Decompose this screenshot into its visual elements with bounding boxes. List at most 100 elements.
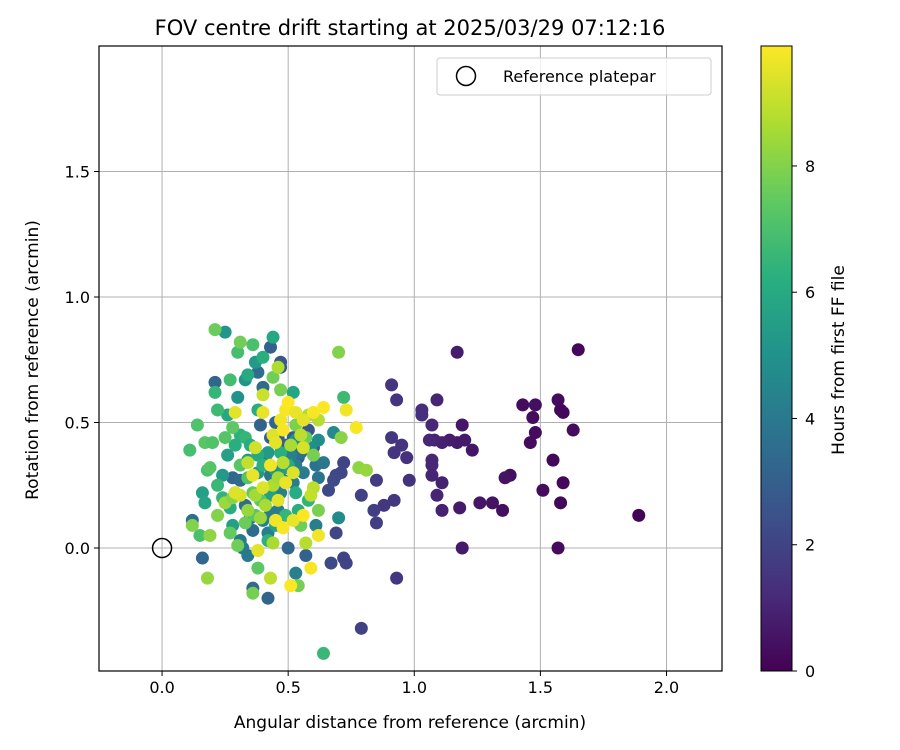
y-tick-label: 0.0 [65, 539, 90, 558]
data-point [276, 456, 290, 470]
data-point [231, 390, 245, 404]
plot-frame [98, 45, 723, 672]
data-point [296, 413, 310, 427]
data-point [566, 423, 580, 437]
data-point [311, 528, 325, 542]
data-point [400, 451, 414, 465]
data-point [425, 418, 439, 432]
reference-platepar-marker [151, 537, 173, 559]
data-point [264, 340, 278, 354]
data-point [327, 473, 341, 487]
data-point [269, 436, 283, 450]
legend-entry-label: Reference platepar [503, 67, 656, 86]
data-point [334, 431, 348, 445]
data-point [185, 518, 199, 532]
data-point [306, 448, 320, 462]
data-point [256, 388, 270, 402]
data-point [339, 556, 353, 570]
data-point [228, 438, 242, 452]
data-point [354, 621, 368, 635]
data-point [241, 368, 255, 382]
data-point [516, 398, 530, 412]
data-point [256, 350, 270, 364]
data-point [435, 503, 449, 517]
data-point [367, 503, 381, 517]
data-point [329, 526, 343, 540]
data-point [198, 496, 212, 510]
data-point [256, 481, 270, 495]
data-point [385, 431, 399, 445]
data-point [332, 511, 346, 525]
colorbar-tick-label: 2 [805, 536, 815, 555]
data-point [195, 551, 209, 565]
x-tick-label: 0.0 [149, 678, 174, 697]
colorbar: 0 2 4 6 8 Hours from first FF file [760, 45, 849, 681]
data-point [304, 488, 318, 502]
data-point [274, 413, 288, 427]
data-point [248, 441, 262, 455]
data-point [226, 421, 240, 435]
data-point [369, 473, 383, 487]
data-point [208, 375, 222, 389]
data-point [261, 591, 275, 605]
data-point [316, 646, 330, 660]
data-point [266, 370, 280, 384]
data-point [473, 496, 487, 510]
data-point [216, 468, 230, 482]
data-point [289, 566, 303, 580]
data-point [228, 486, 242, 500]
data-point [183, 443, 197, 457]
data-point [551, 393, 565, 407]
colorbar-tick-label: 4 [805, 409, 815, 428]
chart-title: FOV centre drift starting at 2025/03/29 … [155, 16, 666, 40]
data-point [485, 496, 499, 510]
data-point [241, 456, 255, 470]
colorbar-ticks: 0 2 4 6 8 [792, 157, 815, 681]
data-point [271, 360, 285, 374]
data-point [279, 476, 293, 490]
data-point [556, 476, 570, 490]
data-point [402, 473, 416, 487]
data-point [425, 458, 439, 472]
data-point [195, 486, 209, 500]
data-point [256, 405, 270, 419]
data-point [274, 383, 288, 397]
x-tick-label: 1.0 [402, 678, 427, 697]
colorbar-tick-label: 8 [805, 157, 815, 176]
data-point [231, 538, 245, 552]
data-point [223, 526, 237, 540]
data-point [206, 436, 220, 450]
data-point [332, 345, 346, 359]
data-point [556, 405, 570, 419]
legend-hollow-circle-icon [455, 65, 477, 87]
grid-lines [99, 46, 722, 671]
data-point [264, 571, 278, 585]
data-point [339, 403, 353, 417]
data-point [241, 549, 255, 563]
data-point [455, 541, 469, 555]
data-point [251, 561, 265, 575]
data-point [264, 458, 278, 472]
data-point [299, 536, 313, 550]
data-point [286, 466, 300, 480]
data-point [422, 433, 436, 447]
data-point [324, 556, 338, 570]
data-point [430, 393, 444, 407]
data-point [387, 493, 401, 507]
data-point [218, 431, 232, 445]
data-point [286, 385, 300, 399]
data-point [261, 446, 275, 460]
data-point [304, 561, 318, 575]
data-point [435, 476, 449, 490]
x-tick-label: 2.0 [654, 678, 679, 697]
data-point [284, 579, 298, 593]
data-point [251, 544, 265, 558]
data-point [258, 498, 272, 512]
data-point [211, 478, 225, 492]
data-point [359, 463, 373, 477]
legend-box [436, 57, 712, 96]
x-tick-label: 1.5 [528, 678, 553, 697]
colorbar-gradient [760, 45, 793, 672]
data-point [211, 508, 225, 522]
